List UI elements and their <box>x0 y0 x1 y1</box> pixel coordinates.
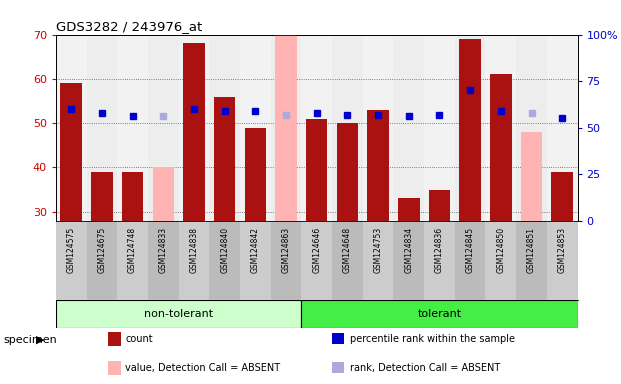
Text: value, Detection Call = ABSENT: value, Detection Call = ABSENT <box>125 363 281 373</box>
Bar <box>56 35 86 221</box>
Bar <box>516 35 547 221</box>
Bar <box>245 127 266 221</box>
Bar <box>486 221 516 300</box>
Bar <box>460 39 481 221</box>
Bar <box>301 35 332 221</box>
Text: ▶: ▶ <box>36 335 45 345</box>
Text: GSM124833: GSM124833 <box>159 227 168 273</box>
Text: GSM124753: GSM124753 <box>374 227 383 273</box>
Bar <box>394 35 424 221</box>
Bar <box>363 35 394 221</box>
Bar <box>551 172 573 221</box>
Text: rank, Detection Call = ABSENT: rank, Detection Call = ABSENT <box>350 363 500 373</box>
Bar <box>179 35 209 221</box>
Bar <box>209 221 240 300</box>
Bar <box>547 221 578 300</box>
Bar <box>337 123 358 221</box>
Text: GSM124850: GSM124850 <box>496 227 505 273</box>
Text: GSM124845: GSM124845 <box>466 227 474 273</box>
Text: GSM124834: GSM124834 <box>404 227 413 273</box>
Bar <box>332 221 363 300</box>
Text: GSM124851: GSM124851 <box>527 227 536 273</box>
Bar <box>332 35 363 221</box>
Bar <box>428 190 450 221</box>
Bar <box>490 74 512 221</box>
Bar <box>209 35 240 221</box>
Bar <box>108 361 121 375</box>
Bar <box>122 172 143 221</box>
Text: GSM124575: GSM124575 <box>66 227 76 273</box>
Text: GSM124863: GSM124863 <box>281 227 291 273</box>
Text: non-tolerant: non-tolerant <box>144 310 213 319</box>
Bar <box>486 35 516 221</box>
Bar <box>153 167 174 221</box>
Text: GSM124842: GSM124842 <box>251 227 260 273</box>
FancyBboxPatch shape <box>301 300 578 328</box>
Bar <box>91 172 112 221</box>
Text: GSM124748: GSM124748 <box>128 227 137 273</box>
Bar <box>271 35 301 221</box>
Text: GSM124648: GSM124648 <box>343 227 352 273</box>
Bar <box>306 119 327 221</box>
Text: count: count <box>125 334 153 344</box>
Bar <box>271 221 301 300</box>
Text: percentile rank within the sample: percentile rank within the sample <box>350 334 515 344</box>
FancyBboxPatch shape <box>56 300 301 328</box>
Bar <box>394 221 424 300</box>
Bar <box>547 35 578 221</box>
Text: tolerant: tolerant <box>417 310 461 319</box>
Bar <box>455 35 486 221</box>
Bar <box>60 83 82 221</box>
Bar <box>240 221 271 300</box>
Text: GSM124836: GSM124836 <box>435 227 444 273</box>
Text: GDS3282 / 243976_at: GDS3282 / 243976_at <box>56 20 202 33</box>
Text: GSM124853: GSM124853 <box>558 227 567 273</box>
Bar <box>108 333 121 346</box>
Bar <box>363 221 394 300</box>
Bar <box>398 199 420 221</box>
Bar <box>332 333 345 344</box>
Bar <box>275 35 297 221</box>
Bar <box>455 221 486 300</box>
Bar <box>301 221 332 300</box>
Bar <box>183 43 205 221</box>
Bar <box>117 35 148 221</box>
Bar <box>148 221 179 300</box>
Bar <box>148 35 179 221</box>
Bar <box>56 221 86 300</box>
Bar <box>240 35 271 221</box>
Bar <box>86 221 117 300</box>
Bar <box>424 35 455 221</box>
Text: GSM124838: GSM124838 <box>189 227 199 273</box>
Bar <box>214 97 235 221</box>
Bar <box>332 362 345 373</box>
Bar <box>521 132 542 221</box>
Text: GSM124840: GSM124840 <box>220 227 229 273</box>
Bar <box>86 35 117 221</box>
Bar <box>117 221 148 300</box>
Bar <box>179 221 209 300</box>
Bar <box>424 221 455 300</box>
Text: GSM124646: GSM124646 <box>312 227 321 273</box>
Bar <box>368 110 389 221</box>
Text: GSM124675: GSM124675 <box>97 227 106 273</box>
Text: specimen: specimen <box>3 335 57 345</box>
Bar <box>516 221 547 300</box>
